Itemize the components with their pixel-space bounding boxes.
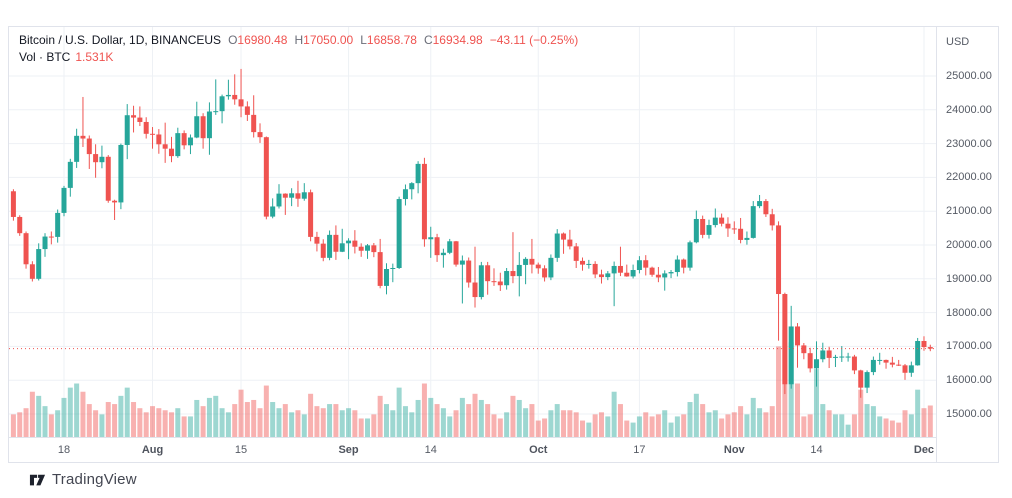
price-tick-label: 16000.00: [946, 374, 992, 387]
tradingview-logo-icon: [29, 474, 46, 485]
ohlc-high: H17050.00: [294, 33, 353, 47]
ohlc-open: O16980.48: [228, 33, 287, 47]
time-tick-label: Sep: [338, 444, 359, 456]
time-tick-label: 17: [633, 444, 646, 456]
price-tick-label: 17000.00: [946, 340, 992, 353]
low-value: 16858.78: [366, 33, 417, 47]
price-tick-label: 22000.00: [946, 171, 992, 184]
tradingview-attribution[interactable]: TradingView: [29, 469, 137, 489]
open-value: 16980.48: [237, 33, 288, 47]
price-tick-label: 18000.00: [946, 306, 992, 319]
time-tick-label: 14: [810, 444, 823, 456]
symbol-row: Bitcoin / U.S. Dollar, 1D, BINANCEUS O169…: [19, 32, 578, 49]
low-label: L: [360, 33, 367, 47]
price-axis[interactable]: USD 25000.00 24000.00 23000.00 22000.00 2100…: [936, 27, 998, 462]
gridlines: [9, 27, 936, 437]
price-tick-label: 19000.00: [946, 272, 992, 285]
time-tick-label: Nov: [723, 444, 745, 456]
close-value: 16934.98: [432, 33, 483, 47]
ohlc-close: C16934.98: [424, 33, 483, 47]
tradingview-logo-text: TradingView: [52, 470, 137, 488]
time-tick-label: Dec: [913, 444, 935, 456]
change-value: −43.11 (−0.25%): [489, 33, 579, 47]
symbol-title[interactable]: Bitcoin / U.S. Dollar, 1D, BINANCEUS: [19, 33, 222, 47]
time-tick-label: 14: [424, 444, 437, 456]
volume-bars: [10, 330, 933, 437]
volume-value: 1.531K: [75, 50, 114, 64]
time-tick-label: 18: [57, 444, 71, 456]
price-tick-label: 25000.00: [946, 70, 992, 82]
high-value: 17050.00: [303, 33, 354, 47]
time-tick-label: Oct: [529, 444, 548, 456]
candles: [10, 68, 933, 398]
tradingview-chart-widget: 18 Aug 15 Sep 14 Oct 17 Nov 14 Dec USD 25000.00 24…: [8, 26, 999, 463]
open-label: O: [228, 33, 238, 47]
price-axis-unit-label: USD: [946, 36, 970, 48]
candlestick-chart-pane[interactable]: [9, 27, 936, 437]
high-label: H: [294, 33, 304, 47]
price-tick-label: 24000.00: [946, 103, 992, 116]
price-tick-label: 20000.00: [946, 239, 992, 251]
ohlc-low: L16858.78: [360, 33, 417, 47]
volume-label[interactable]: Vol · BTC: [19, 50, 71, 64]
close-label: C: [423, 33, 433, 47]
price-tick-label: 21000.00: [946, 205, 992, 218]
time-tick-label: 15: [234, 444, 248, 456]
volume-row: Vol · BTC 1.531K: [19, 49, 578, 66]
price-tick-label: 23000.00: [946, 137, 992, 150]
price-tick-label: 15000.00: [946, 408, 992, 420]
chart-legend: Bitcoin / U.S. Dollar, 1D, BINANCEUS O169…: [19, 32, 578, 66]
time-tick-label: Aug: [141, 444, 164, 456]
time-axis[interactable]: 18 Aug 15 Sep 14 Oct 17 Nov 14 Dec: [9, 437, 936, 463]
